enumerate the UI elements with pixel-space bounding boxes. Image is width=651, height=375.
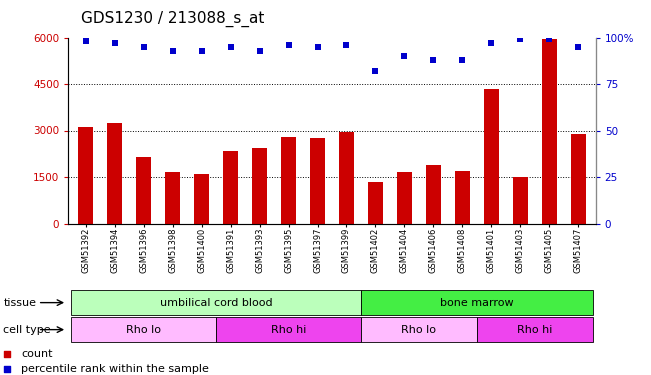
Bar bbox=[477, 317, 593, 342]
Point bbox=[457, 57, 467, 63]
Bar bbox=[165, 172, 180, 224]
Point bbox=[486, 40, 497, 46]
Text: Rho lo: Rho lo bbox=[126, 325, 161, 334]
Bar bbox=[253, 147, 267, 224]
Text: percentile rank within the sample: percentile rank within the sample bbox=[21, 364, 210, 374]
Point bbox=[341, 42, 352, 48]
Bar bbox=[107, 123, 122, 224]
Text: tissue: tissue bbox=[3, 298, 36, 307]
Bar bbox=[311, 138, 325, 224]
Bar bbox=[223, 151, 238, 224]
Bar bbox=[195, 174, 209, 223]
Bar bbox=[361, 317, 477, 342]
Point bbox=[544, 36, 555, 42]
Bar bbox=[397, 172, 411, 224]
Text: cell type: cell type bbox=[3, 325, 51, 334]
Text: Rho lo: Rho lo bbox=[402, 325, 436, 334]
Bar bbox=[513, 177, 527, 224]
Bar bbox=[79, 128, 93, 224]
Point bbox=[312, 44, 323, 50]
Point bbox=[109, 40, 120, 46]
Point bbox=[428, 57, 439, 63]
Point bbox=[573, 44, 583, 50]
Point bbox=[399, 53, 409, 59]
Bar bbox=[71, 290, 361, 315]
Bar bbox=[368, 182, 383, 224]
Point bbox=[239, 298, 249, 304]
Bar bbox=[484, 88, 499, 224]
Bar bbox=[571, 134, 585, 224]
Bar bbox=[426, 165, 441, 224]
Text: Rho hi: Rho hi bbox=[271, 325, 306, 334]
Bar bbox=[339, 132, 353, 224]
Point bbox=[225, 44, 236, 50]
Bar bbox=[71, 317, 216, 342]
Point bbox=[81, 38, 91, 44]
Point bbox=[167, 48, 178, 54]
Text: count: count bbox=[21, 349, 53, 359]
Bar bbox=[216, 317, 361, 342]
Text: Rho hi: Rho hi bbox=[517, 325, 553, 334]
Point bbox=[139, 44, 149, 50]
Text: bone marrow: bone marrow bbox=[440, 298, 514, 307]
Bar bbox=[281, 137, 296, 224]
Point bbox=[239, 168, 249, 174]
Bar bbox=[542, 39, 557, 224]
Point bbox=[370, 68, 381, 74]
Point bbox=[283, 42, 294, 48]
Bar bbox=[455, 171, 469, 224]
Text: umbilical cord blood: umbilical cord blood bbox=[159, 298, 272, 307]
Text: GDS1230 / 213088_s_at: GDS1230 / 213088_s_at bbox=[81, 11, 265, 27]
Point bbox=[197, 48, 207, 54]
Bar bbox=[361, 290, 593, 315]
Bar bbox=[137, 157, 151, 224]
Point bbox=[255, 48, 265, 54]
Point bbox=[515, 36, 525, 42]
